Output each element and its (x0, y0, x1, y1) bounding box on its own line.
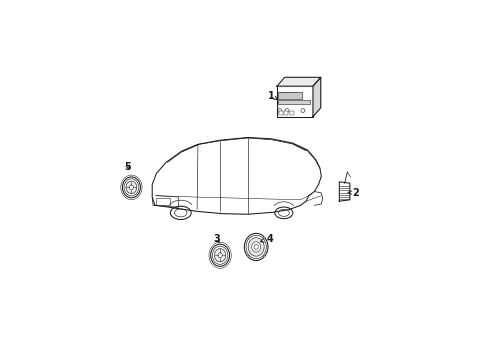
Ellipse shape (126, 181, 137, 194)
Circle shape (263, 237, 264, 239)
Polygon shape (276, 77, 320, 86)
Ellipse shape (174, 209, 186, 217)
Text: 2: 2 (347, 188, 359, 198)
Ellipse shape (170, 206, 191, 220)
Ellipse shape (245, 235, 266, 258)
Bar (279, 92, 286, 98)
Circle shape (285, 109, 288, 113)
Ellipse shape (210, 244, 229, 266)
Ellipse shape (218, 253, 222, 258)
Ellipse shape (254, 244, 258, 249)
Polygon shape (312, 77, 320, 117)
Text: 5: 5 (124, 162, 131, 172)
Ellipse shape (214, 249, 225, 262)
Ellipse shape (251, 242, 260, 252)
Bar (288, 92, 296, 98)
Circle shape (263, 255, 264, 257)
Bar (284, 111, 288, 115)
Ellipse shape (274, 207, 292, 219)
Bar (278, 92, 301, 99)
Text: 3: 3 (213, 234, 220, 244)
Bar (289, 111, 293, 115)
Circle shape (247, 237, 248, 239)
Circle shape (300, 109, 304, 113)
Text: 4: 4 (260, 234, 273, 244)
Ellipse shape (212, 246, 227, 264)
Polygon shape (339, 182, 349, 201)
Ellipse shape (278, 210, 289, 216)
Text: 1: 1 (267, 91, 277, 101)
Bar (276, 86, 312, 117)
Ellipse shape (122, 177, 140, 198)
Circle shape (277, 109, 281, 113)
Ellipse shape (247, 238, 264, 256)
Ellipse shape (124, 179, 139, 196)
Bar (278, 100, 309, 104)
Bar (156, 198, 169, 204)
Ellipse shape (244, 233, 267, 261)
Circle shape (247, 255, 248, 257)
Ellipse shape (129, 185, 133, 190)
Bar (278, 111, 283, 115)
